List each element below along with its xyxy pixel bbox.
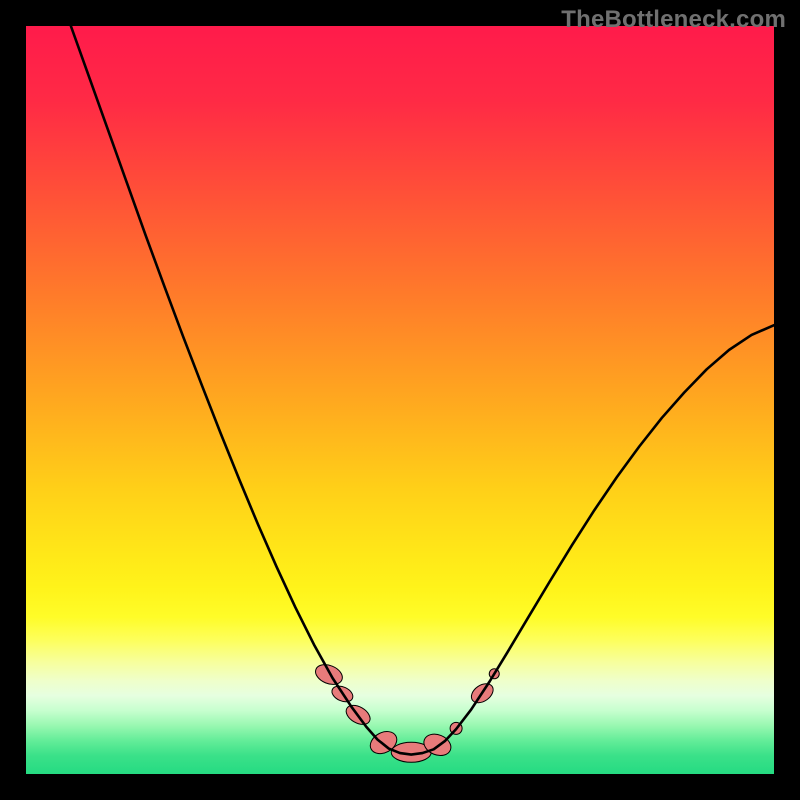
watermark-text: TheBottleneck.com (561, 6, 786, 34)
chart-background-gradient (26, 26, 774, 774)
chart-container: TheBottleneck.com (0, 0, 800, 800)
